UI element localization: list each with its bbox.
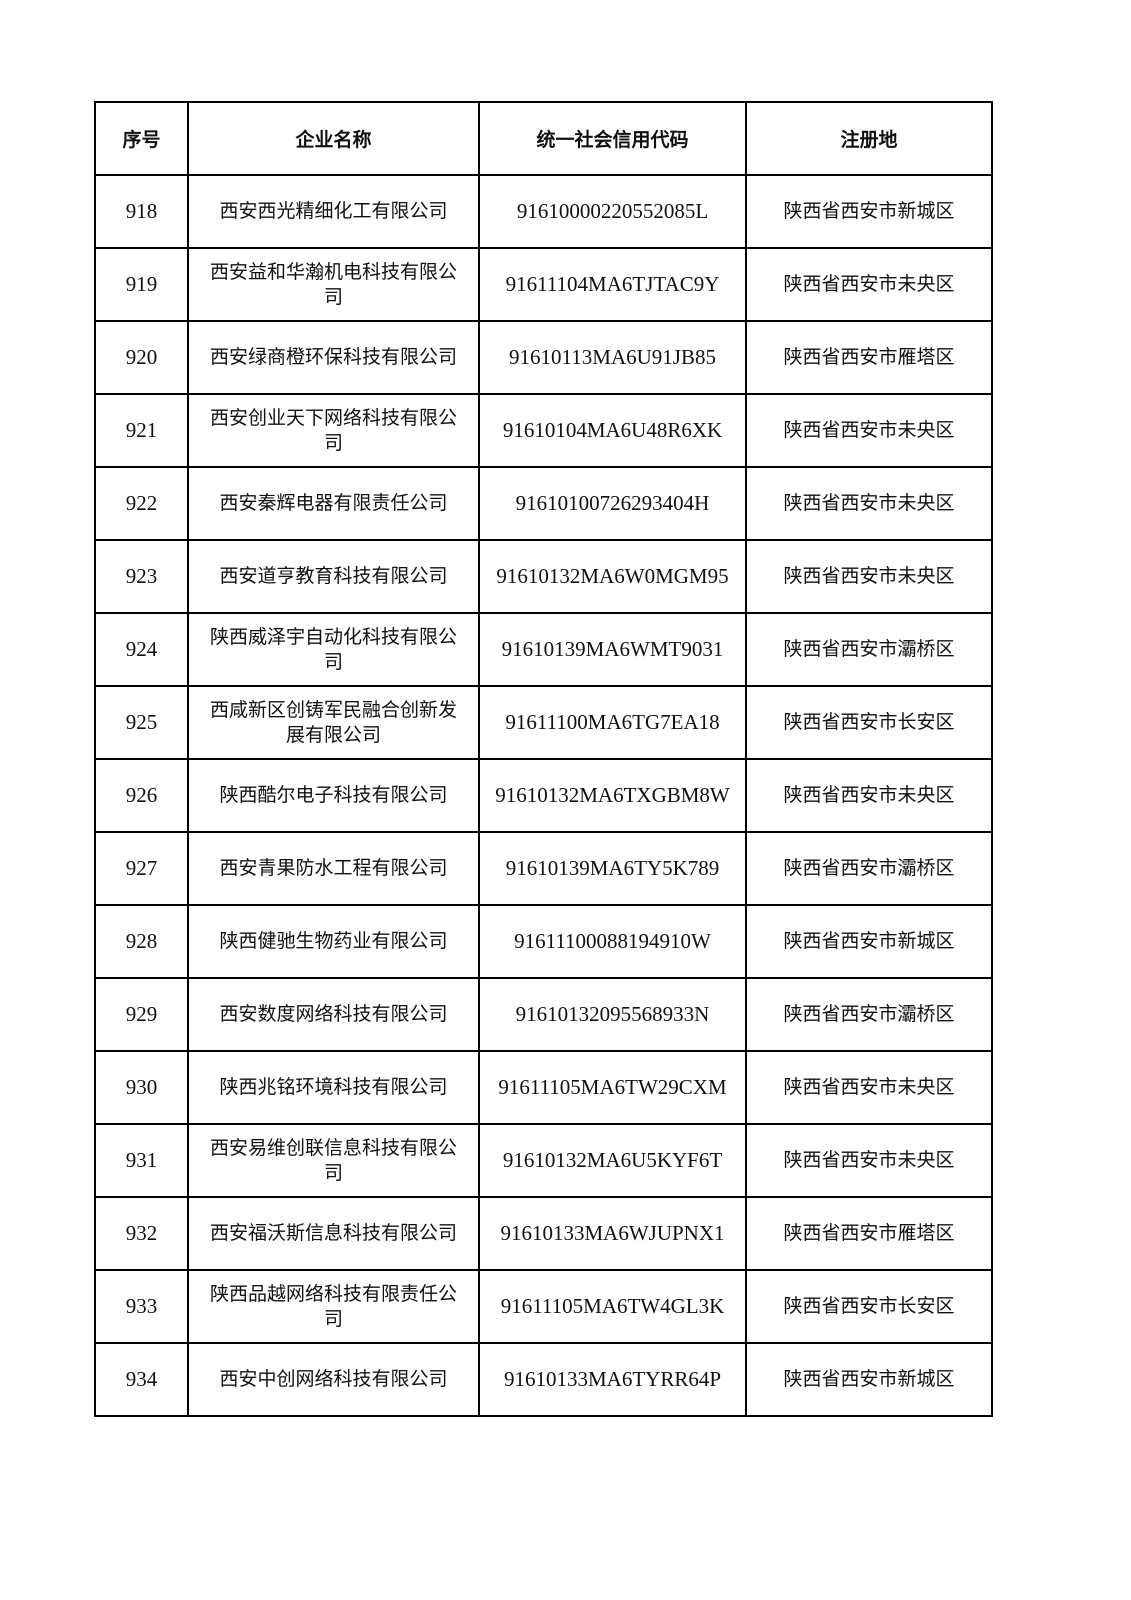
- credit-code-cell: 91611105MA6TW4GL3K: [478, 1269, 747, 1344]
- credit-code-cell: 91610133MA6WJUPNX1: [478, 1196, 747, 1271]
- location-cell: 陕西省西安市新城区: [745, 174, 993, 249]
- location-cell: 陕西省西安市长安区: [745, 1269, 993, 1344]
- table-row: 922 西安秦辉电器有限责任公司 91610100726293404H 陕西省西安市未…: [94, 466, 993, 541]
- enterprise-table: 序号 企业名称 统一社会信用代码 注册地 918 西安西光精细化工有限公司 9161…: [94, 101, 993, 1417]
- header-registered-location: 注册地: [745, 101, 993, 176]
- credit-code-cell: 91610132MA6W0MGM95: [478, 539, 747, 614]
- credit-code-cell: 91611104MA6TJTAC9Y: [478, 247, 747, 322]
- location-cell: 陕西省西安市雁塔区: [745, 1196, 993, 1271]
- index-cell: 931: [94, 1123, 189, 1198]
- index-cell: 934: [94, 1342, 189, 1417]
- index-cell: 926: [94, 758, 189, 833]
- table-row: 923 西安道亨教育科技有限公司 91610132MA6W0MGM95 陕西省西安市未…: [94, 539, 993, 614]
- company-name-cell: 西安青果防水工程有限公司: [187, 831, 480, 906]
- location-cell: 陕西省西安市长安区: [745, 685, 993, 760]
- location-cell: 陕西省西安市新城区: [745, 904, 993, 979]
- location-cell: 陕西省西安市未央区: [745, 393, 993, 468]
- location-cell: 陕西省西安市新城区: [745, 1342, 993, 1417]
- table-row: 927 西安青果防水工程有限公司 91610139MA6TY5K789 陕西省西安市灞…: [94, 831, 993, 906]
- table-row: 930 陕西兆铭环境科技有限公司 91611105MA6TW29CXM 陕西省西安市未…: [94, 1050, 993, 1125]
- table-row: 920 西安绿商橙环保科技有限公司 91610113MA6U91JB85 陕西省西安市…: [94, 320, 993, 395]
- company-name-cell: 陕西威泽宇自动化科技有限公司: [187, 612, 480, 687]
- company-name-cell: 西安创业天下网络科技有限公司: [187, 393, 480, 468]
- header-credit-code: 统一社会信用代码: [478, 101, 747, 176]
- index-cell: 921: [94, 393, 189, 468]
- location-cell: 陕西省西安市未央区: [745, 758, 993, 833]
- credit-code-cell: 91610100726293404H: [478, 466, 747, 541]
- location-cell: 陕西省西安市雁塔区: [745, 320, 993, 395]
- table-row: 934 西安中创网络科技有限公司 91610133MA6TYRR64P 陕西省西安市新…: [94, 1342, 993, 1417]
- location-cell: 陕西省西安市未央区: [745, 247, 993, 322]
- table-row: 928 陕西健驰生物药业有限公司 91611100088194910W 陕西省西安市新…: [94, 904, 993, 979]
- credit-code-cell: 91610139MA6TY5K789: [478, 831, 747, 906]
- index-cell: 925: [94, 685, 189, 760]
- index-cell: 919: [94, 247, 189, 322]
- company-name-cell: 西咸新区创铸军民融合创新发展有限公司: [187, 685, 480, 760]
- company-name-cell: 西安益和华瀚机电科技有限公司: [187, 247, 480, 322]
- index-cell: 918: [94, 174, 189, 249]
- index-cell: 930: [94, 1050, 189, 1125]
- credit-code-cell: 91610133MA6TYRR64P: [478, 1342, 747, 1417]
- credit-code-cell: 91611100MA6TG7EA18: [478, 685, 747, 760]
- index-cell: 928: [94, 904, 189, 979]
- table-row: 926 陕西酷尔电子科技有限公司 91610132MA6TXGBM8W 陕西省西安市未…: [94, 758, 993, 833]
- table-row: 933 陕西品越网络科技有限责任公司 91611105MA6TW4GL3K 陕西省西安…: [94, 1269, 993, 1344]
- credit-code-cell: 91611105MA6TW29CXM: [478, 1050, 747, 1125]
- company-name-cell: 西安西光精细化工有限公司: [187, 174, 480, 249]
- table-row: 932 西安福沃斯信息科技有限公司 91610133MA6WJUPNX1 陕西省西安市…: [94, 1196, 993, 1271]
- company-name-cell: 西安秦辉电器有限责任公司: [187, 466, 480, 541]
- company-name-cell: 西安中创网络科技有限公司: [187, 1342, 480, 1417]
- header-row: 序号 企业名称 统一社会信用代码 注册地: [94, 101, 993, 176]
- index-cell: 923: [94, 539, 189, 614]
- location-cell: 陕西省西安市未央区: [745, 1123, 993, 1198]
- table-row: 931 西安易维创联信息科技有限公司 91610132MA6U5KYF6T 陕西省西安…: [94, 1123, 993, 1198]
- header-company-name: 企业名称: [187, 101, 480, 176]
- index-cell: 920: [94, 320, 189, 395]
- table-row: 919 西安益和华瀚机电科技有限公司 91611104MA6TJTAC9Y 陕西省西安…: [94, 247, 993, 322]
- table-row: 929 西安数度网络科技有限公司 91610132095568933N 陕西省西安市灞…: [94, 977, 993, 1052]
- table-row: 924 陕西威泽宇自动化科技有限公司 91610139MA6WMT9031 陕西省西安…: [94, 612, 993, 687]
- company-name-cell: 西安易维创联信息科技有限公司: [187, 1123, 480, 1198]
- location-cell: 陕西省西安市未央区: [745, 539, 993, 614]
- credit-code-cell: 91610132095568933N: [478, 977, 747, 1052]
- credit-code-cell: 91610132MA6TXGBM8W: [478, 758, 747, 833]
- table-row: 921 西安创业天下网络科技有限公司 91610104MA6U48R6XK 陕西省西安…: [94, 393, 993, 468]
- index-cell: 924: [94, 612, 189, 687]
- header-index: 序号: [94, 101, 189, 176]
- credit-code-cell: 91610132MA6U5KYF6T: [478, 1123, 747, 1198]
- location-cell: 陕西省西安市未央区: [745, 466, 993, 541]
- index-cell: 922: [94, 466, 189, 541]
- credit-code-cell: 91610000220552085L: [478, 174, 747, 249]
- company-name-cell: 陕西兆铭环境科技有限公司: [187, 1050, 480, 1125]
- location-cell: 陕西省西安市灞桥区: [745, 831, 993, 906]
- table-row: 925 西咸新区创铸军民融合创新发展有限公司 91611100MA6TG7EA18 陕…: [94, 685, 993, 760]
- index-cell: 929: [94, 977, 189, 1052]
- index-cell: 932: [94, 1196, 189, 1271]
- company-name-cell: 陕西品越网络科技有限责任公司: [187, 1269, 480, 1344]
- credit-code-cell: 91610104MA6U48R6XK: [478, 393, 747, 468]
- credit-code-cell: 91610113MA6U91JB85: [478, 320, 747, 395]
- company-name-cell: 陕西健驰生物药业有限公司: [187, 904, 480, 979]
- location-cell: 陕西省西安市灞桥区: [745, 977, 993, 1052]
- location-cell: 陕西省西安市灞桥区: [745, 612, 993, 687]
- table-row: 918 西安西光精细化工有限公司 91610000220552085L 陕西省西安市新…: [94, 174, 993, 249]
- company-name-cell: 陕西酷尔电子科技有限公司: [187, 758, 480, 833]
- index-cell: 933: [94, 1269, 189, 1344]
- company-name-cell: 西安道亨教育科技有限公司: [187, 539, 480, 614]
- credit-code-cell: 91610139MA6WMT9031: [478, 612, 747, 687]
- credit-code-cell: 91611100088194910W: [478, 904, 747, 979]
- company-name-cell: 西安数度网络科技有限公司: [187, 977, 480, 1052]
- location-cell: 陕西省西安市未央区: [745, 1050, 993, 1125]
- index-cell: 927: [94, 831, 189, 906]
- company-name-cell: 西安绿商橙环保科技有限公司: [187, 320, 480, 395]
- company-name-cell: 西安福沃斯信息科技有限公司: [187, 1196, 480, 1271]
